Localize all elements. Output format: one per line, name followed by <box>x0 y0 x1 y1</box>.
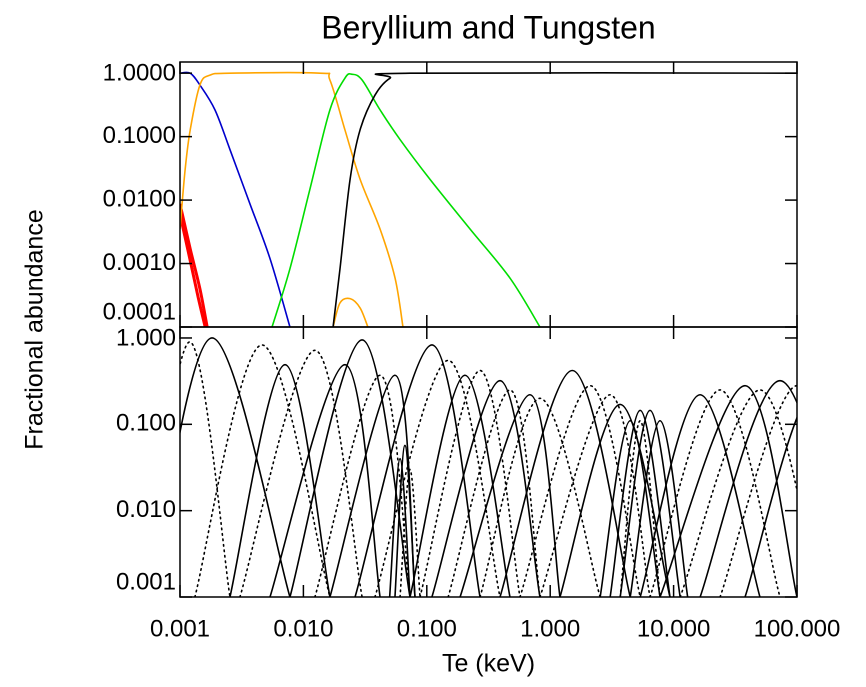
x-tick-label: 100.000 <box>754 615 841 642</box>
y-tick-label: 0.010 <box>116 496 176 523</box>
series-line <box>332 72 797 327</box>
series-line <box>431 379 541 597</box>
plot-area <box>180 71 797 327</box>
y-tick-label: 0.0100 <box>103 185 176 212</box>
series-line <box>394 444 416 597</box>
series-line <box>180 337 291 597</box>
series-line <box>194 344 331 597</box>
series-line <box>239 349 363 597</box>
plot-frame <box>179 326 798 598</box>
series-line <box>744 415 797 597</box>
series-line <box>269 363 381 597</box>
x-tick-label: 0.001 <box>150 615 210 642</box>
x-tick-label: 1.000 <box>520 615 580 642</box>
series-line <box>354 344 481 597</box>
series-line <box>629 419 689 597</box>
series-line <box>399 468 421 597</box>
y-tick-label: 0.0001 <box>103 298 176 325</box>
series-line <box>639 393 761 597</box>
series-line <box>180 203 209 327</box>
series-line <box>180 213 207 327</box>
series-line <box>499 369 631 597</box>
plot-frame <box>179 61 798 328</box>
plot-area <box>180 337 797 597</box>
series-line <box>332 297 369 327</box>
series-line <box>180 71 404 327</box>
series-line <box>699 379 797 597</box>
series-line <box>659 384 797 597</box>
series-line <box>679 389 797 597</box>
y-tick-label: 1.000 <box>116 324 176 351</box>
series-line <box>619 409 681 597</box>
series-line <box>180 341 231 597</box>
chart-title: Beryllium and Tungsten <box>321 9 655 45</box>
x-tick-label: 0.010 <box>273 615 333 642</box>
series-line <box>719 384 797 597</box>
series-line <box>559 403 671 597</box>
series-line <box>447 389 541 597</box>
y-axis-label: Fractional abundance <box>21 209 49 449</box>
series-line <box>649 389 781 597</box>
y-tick-label: 1.0000 <box>103 59 176 86</box>
y-tick-label: 0.1000 <box>103 122 176 149</box>
series-line <box>459 393 561 597</box>
y-tick-label: 0.001 <box>116 568 176 595</box>
series-line <box>229 363 331 597</box>
series-line <box>539 393 651 597</box>
x-tick-label: 0.100 <box>397 615 457 642</box>
series-line <box>619 419 661 597</box>
series-line <box>271 73 541 327</box>
x-tick-label: 10.000 <box>637 615 710 642</box>
series-line <box>388 457 411 597</box>
series-line <box>419 369 521 597</box>
series-line <box>609 409 671 597</box>
x-axis-label: Te (keV) <box>442 650 535 678</box>
series-line <box>409 374 511 597</box>
y-tick-label: 0.0010 <box>103 249 176 276</box>
y-tick-label: 0.100 <box>116 410 176 437</box>
series-line <box>479 397 601 597</box>
